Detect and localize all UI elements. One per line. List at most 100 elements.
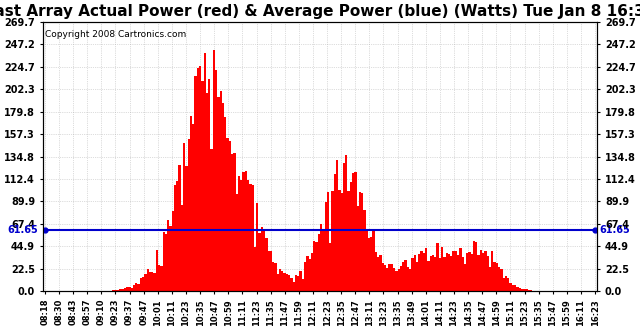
Bar xyxy=(339,190,340,291)
Bar xyxy=(196,68,199,291)
Bar xyxy=(172,211,174,291)
Bar xyxy=(514,285,516,291)
Bar xyxy=(320,224,323,291)
Bar xyxy=(396,271,397,291)
Bar xyxy=(444,257,445,291)
Bar xyxy=(135,283,138,291)
Bar xyxy=(304,262,307,291)
Bar xyxy=(428,261,429,291)
Bar xyxy=(457,255,460,291)
Bar xyxy=(313,241,316,291)
Bar xyxy=(291,279,292,291)
Bar xyxy=(300,271,301,291)
Bar xyxy=(356,206,359,291)
Bar xyxy=(464,264,466,291)
Bar xyxy=(332,191,333,291)
Bar xyxy=(176,181,179,291)
Bar xyxy=(254,247,256,291)
Bar xyxy=(381,263,384,291)
Bar xyxy=(316,242,317,291)
Bar xyxy=(279,269,281,291)
Bar xyxy=(288,275,291,291)
Bar xyxy=(233,153,236,291)
Bar xyxy=(425,248,428,291)
Bar xyxy=(413,255,416,291)
Bar xyxy=(247,181,249,291)
Bar xyxy=(140,279,142,291)
Bar xyxy=(498,267,500,291)
Bar xyxy=(370,237,372,291)
Bar xyxy=(523,289,525,291)
Bar xyxy=(343,163,345,291)
Bar xyxy=(204,53,206,291)
Bar xyxy=(301,279,304,291)
Bar xyxy=(311,253,313,291)
Bar xyxy=(174,185,176,291)
Bar xyxy=(128,287,131,291)
Bar xyxy=(518,288,521,291)
Bar xyxy=(380,255,381,291)
Bar xyxy=(163,232,164,291)
Bar xyxy=(391,264,393,291)
Bar xyxy=(272,262,275,291)
Bar xyxy=(484,251,486,291)
Bar xyxy=(336,160,339,291)
Bar xyxy=(429,256,432,291)
Bar xyxy=(206,93,208,291)
Bar xyxy=(436,243,438,291)
Bar xyxy=(496,263,498,291)
Bar xyxy=(493,262,496,291)
Bar xyxy=(112,290,115,291)
Text: 61.65: 61.65 xyxy=(600,225,630,235)
Bar xyxy=(317,234,320,291)
Bar xyxy=(466,253,468,291)
Bar xyxy=(156,250,158,291)
Bar xyxy=(195,77,196,291)
Bar xyxy=(329,243,332,291)
Bar xyxy=(297,276,300,291)
Bar xyxy=(295,275,297,291)
Bar xyxy=(308,259,311,291)
Bar xyxy=(281,271,284,291)
Bar xyxy=(416,262,418,291)
Bar xyxy=(142,277,144,291)
Bar xyxy=(284,273,286,291)
Bar xyxy=(190,115,192,291)
Bar xyxy=(491,251,493,291)
Bar xyxy=(124,288,126,291)
Bar xyxy=(450,256,452,291)
Bar xyxy=(240,180,243,291)
Bar xyxy=(400,266,402,291)
Bar xyxy=(218,96,220,291)
Text: 61.65: 61.65 xyxy=(8,225,38,235)
Bar xyxy=(180,205,183,291)
Bar xyxy=(460,248,461,291)
Bar xyxy=(138,284,140,291)
Bar xyxy=(167,220,170,291)
Bar xyxy=(352,173,354,291)
Bar xyxy=(270,251,272,291)
Bar xyxy=(249,184,252,291)
Bar xyxy=(340,193,343,291)
Bar xyxy=(188,139,190,291)
Bar xyxy=(227,138,228,291)
Bar xyxy=(224,117,227,291)
Bar xyxy=(276,274,279,291)
Bar xyxy=(412,258,413,291)
Bar xyxy=(384,265,386,291)
Bar xyxy=(445,252,448,291)
Bar xyxy=(404,260,407,291)
Bar xyxy=(477,255,480,291)
Bar xyxy=(402,262,404,291)
Bar xyxy=(252,184,254,291)
Bar xyxy=(512,285,514,291)
Bar xyxy=(368,238,370,291)
Text: Copyright 2008 Cartronics.com: Copyright 2008 Cartronics.com xyxy=(45,30,187,39)
Bar xyxy=(407,268,409,291)
Bar xyxy=(211,149,212,291)
Title: East Array Actual Power (red) & Average Power (blue) (Watts) Tue Jan 8 16:30: East Array Actual Power (red) & Average … xyxy=(0,4,640,19)
Bar xyxy=(422,253,425,291)
Bar xyxy=(170,226,172,291)
Bar xyxy=(286,274,288,291)
Bar xyxy=(202,81,204,291)
